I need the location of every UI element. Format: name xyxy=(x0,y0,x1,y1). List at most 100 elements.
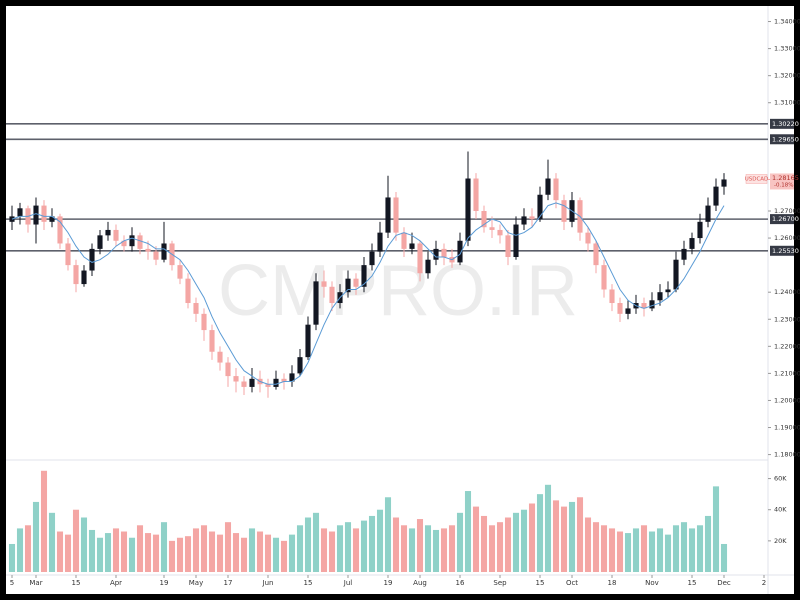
volume-bar xyxy=(88,529,96,572)
candle-body xyxy=(417,243,423,274)
volume-bar xyxy=(352,528,360,572)
candle-body xyxy=(369,251,375,266)
candle-body xyxy=(545,178,551,195)
volume-bar xyxy=(256,531,264,572)
volume-bar xyxy=(656,528,664,572)
candle-body xyxy=(401,232,407,249)
x-tick-label: Nov xyxy=(645,579,659,587)
volume-bar xyxy=(208,531,216,572)
level-label-box xyxy=(770,118,794,129)
volume-bar xyxy=(640,525,648,572)
level-label-box xyxy=(770,214,794,225)
volume-bar xyxy=(600,525,608,572)
volume-bar xyxy=(552,500,560,572)
volume-bar xyxy=(440,528,448,572)
change-label: -0.18% xyxy=(774,182,793,188)
volume-bar xyxy=(344,522,352,572)
x-tick-label: 15 xyxy=(72,579,81,587)
volume-bar xyxy=(584,517,592,572)
volume-bar xyxy=(8,543,16,572)
volume-bar xyxy=(176,537,184,572)
volume-bar xyxy=(672,525,680,572)
y-tick-label: 1.20000 xyxy=(774,396,800,404)
candle-body xyxy=(121,240,127,247)
volume-bar xyxy=(680,522,688,572)
candle-body xyxy=(105,229,111,236)
volume-bar xyxy=(152,534,160,572)
candle-body xyxy=(441,248,447,258)
candle-body xyxy=(217,351,223,363)
candle-body xyxy=(209,330,215,352)
volume-bar xyxy=(432,529,440,572)
volume-bar xyxy=(512,512,520,572)
symbol-label: USDCAD xyxy=(745,176,769,182)
volume-bar xyxy=(160,522,168,572)
volume-bar xyxy=(120,531,128,572)
candle-body xyxy=(585,232,591,244)
candle-body xyxy=(681,248,687,260)
volume-bar xyxy=(296,525,304,572)
volume-bar xyxy=(248,528,256,572)
volume-bar xyxy=(56,531,64,572)
y-tick-label: 1.21000 xyxy=(774,369,800,377)
x-tick-label: 15 xyxy=(304,579,313,587)
candle-body xyxy=(265,384,271,387)
x-tick-label: 2 xyxy=(762,579,766,587)
volume-bar xyxy=(264,534,272,572)
level-label: 1.30220 xyxy=(772,120,799,128)
volume-bar xyxy=(192,528,200,572)
volume-bar xyxy=(384,497,392,572)
x-tick-label: Jul xyxy=(343,579,353,587)
x-tick-label: Mar xyxy=(29,579,42,587)
volume-bar xyxy=(648,531,656,572)
volume-bar xyxy=(712,486,720,572)
volume-bar xyxy=(112,528,120,572)
volume-bar xyxy=(64,534,72,572)
volume-bar xyxy=(360,520,368,572)
y-tick-label: 1.26000 xyxy=(774,234,800,242)
y-tick-label: 1.22000 xyxy=(774,342,800,350)
x-tick-label: 15 xyxy=(536,579,545,587)
volume-bar xyxy=(280,540,288,572)
y2-tick-label: 40K xyxy=(774,506,787,514)
candle-body xyxy=(249,378,255,387)
candle-body xyxy=(473,178,479,211)
volume-bar xyxy=(528,503,536,572)
volume-bar xyxy=(448,525,456,572)
y-tick-label: 1.34000 xyxy=(774,18,800,26)
candle-body xyxy=(9,216,15,222)
volume-bar xyxy=(48,512,56,572)
candle-body xyxy=(697,221,703,239)
candle-body xyxy=(529,216,535,220)
candle-body xyxy=(505,235,511,258)
candle-body xyxy=(377,232,383,252)
candle-body xyxy=(385,197,391,233)
candle-body xyxy=(393,197,399,233)
candle-body xyxy=(649,300,655,309)
volume-bar xyxy=(488,525,496,572)
candle-body xyxy=(433,248,439,260)
candle-body xyxy=(297,357,303,374)
volume-bar xyxy=(560,506,568,572)
volume-bar xyxy=(456,512,464,572)
volume-bar xyxy=(472,506,480,572)
volume-bar xyxy=(104,533,112,572)
symbol-box xyxy=(745,174,768,184)
x-tick-label: 19 xyxy=(160,579,169,587)
candle-body xyxy=(137,235,143,249)
candle-body xyxy=(289,373,295,382)
candle-body xyxy=(33,205,39,225)
volume-bar xyxy=(624,533,632,572)
y-tick-label: 1.31000 xyxy=(774,99,800,107)
volume-bar xyxy=(704,515,712,572)
candle-body xyxy=(425,259,431,274)
volume-bar xyxy=(144,533,152,572)
volume-bar xyxy=(96,537,104,572)
volume-bar xyxy=(536,494,544,572)
candle-body xyxy=(457,240,463,263)
moving-average xyxy=(11,202,725,385)
level-label: 1.25530 xyxy=(772,247,799,255)
y-tick-label: 1.32000 xyxy=(774,72,800,80)
candle-body xyxy=(625,308,631,314)
